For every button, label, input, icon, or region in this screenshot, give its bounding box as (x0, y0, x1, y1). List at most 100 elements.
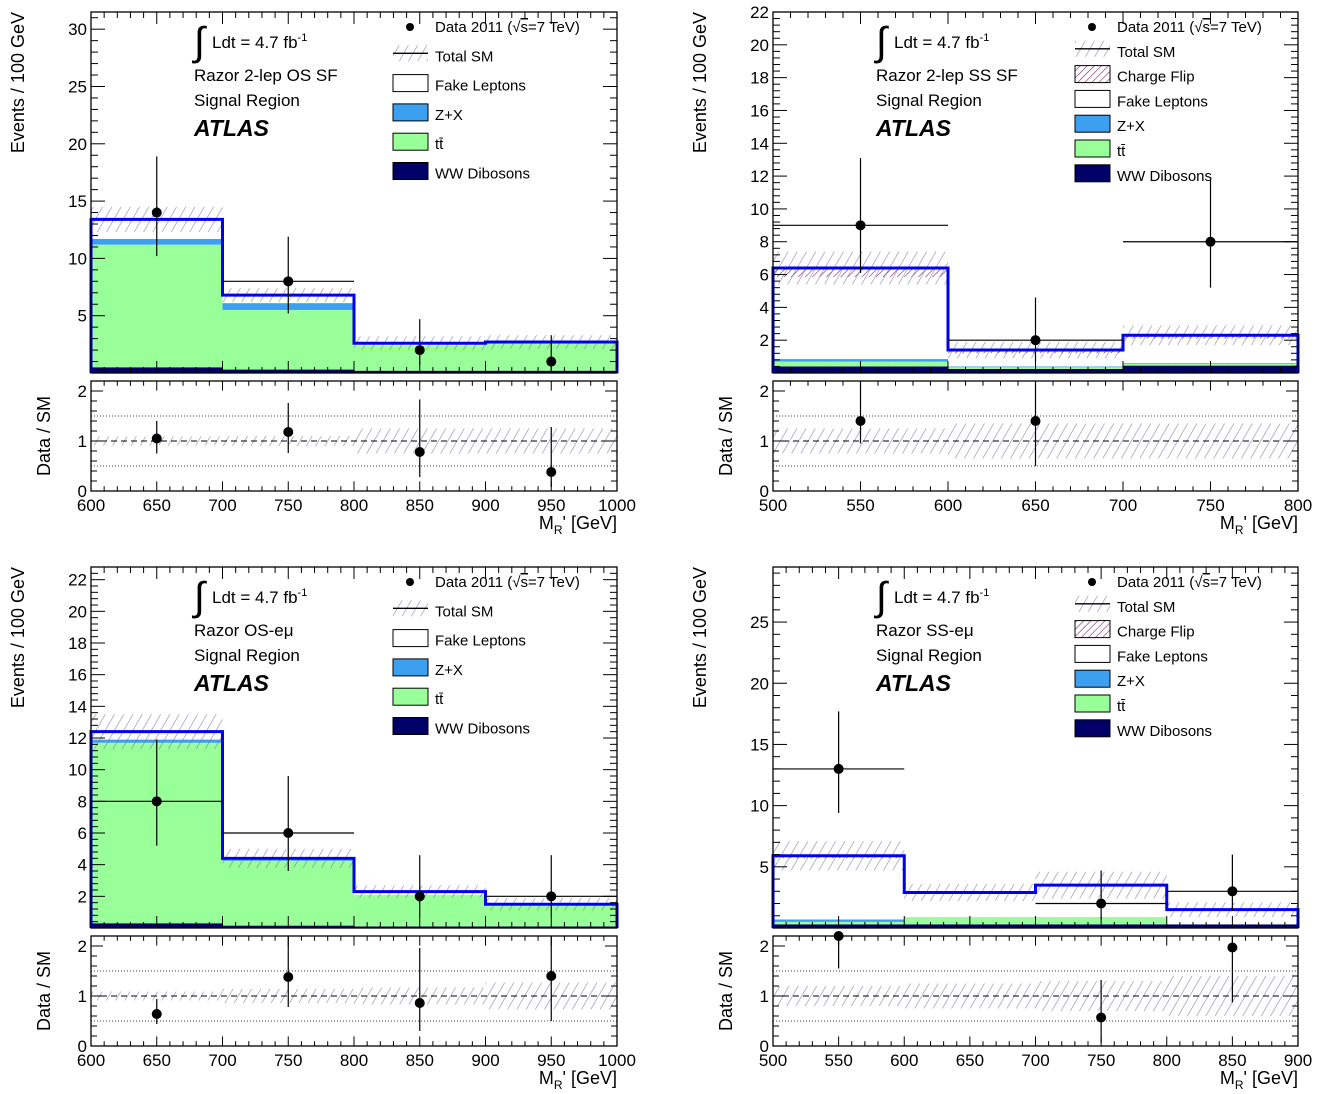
y-tick-label: 25 (68, 77, 87, 96)
luminosity-label: Ldt = 4.7 fb-1 (894, 587, 989, 607)
y-tick-label: 20 (750, 674, 769, 693)
legend-label: tt̄ (1117, 143, 1126, 160)
legend-swatch-zx (1074, 669, 1111, 688)
legend-entry-total: Total SM (1075, 40, 1175, 61)
y-tick-label: 12 (68, 729, 87, 748)
x-axis-title: MR' [GeV] (539, 513, 617, 537)
bar-fake-bin-1 (773, 277, 948, 360)
ratio-plot-frame (90, 380, 618, 492)
x-tick-label: 700 (208, 496, 236, 515)
legend-swatch-fake (392, 74, 429, 93)
legend-label: tt̄ (1117, 698, 1126, 715)
ratio-point (1030, 416, 1041, 426)
y-tick-label: 2 (760, 331, 769, 350)
legend-swatch-dibosons (1074, 164, 1111, 183)
legend-entry-dibosons: WW Dibosons (392, 717, 530, 738)
x-tick-label: 950 (537, 496, 565, 515)
legend-entry-ttbar: tt̄ (1074, 139, 1126, 160)
legend-entry-data: Data 2011 (√s=7 TeV) (406, 574, 580, 591)
legend-swatch-dibosons (1074, 719, 1111, 738)
x-tick-label: 750 (1087, 1051, 1115, 1070)
y-axis-title: Events / 100 GeV (8, 567, 28, 708)
data-point (414, 891, 425, 902)
legend-label: Z+X (435, 107, 463, 124)
x-tick-label: 1000 (598, 1051, 636, 1070)
legend-entry-ttbar: tt̄ (392, 687, 444, 708)
x-tick-label: 650 (956, 1051, 984, 1070)
legend-label: Z+X (435, 662, 463, 679)
ratio-y-axis-title: Data / SM (34, 396, 54, 476)
y-tick-label: 18 (750, 69, 769, 88)
legend-swatch-zx (1074, 114, 1111, 133)
ratio-y-tick-label: 0 (78, 482, 87, 501)
y-tick-label: 25 (750, 613, 769, 632)
legend-label: Fake Leptons (435, 78, 526, 95)
x-tick-label: 600 (77, 496, 105, 515)
legend-label: Fake Leptons (1117, 93, 1208, 110)
legend-entry-total: Total SM (1075, 595, 1175, 616)
legend: Data 2011 (√s=7 TeV) Total SM Charge Flip F… (1074, 19, 1262, 185)
legend-entry-fake: Fake Leptons (392, 629, 526, 650)
x-tick-label: 600 (77, 1051, 105, 1070)
ratio-point (855, 416, 866, 426)
legend-data-marker (1088, 23, 1096, 31)
data-point (1096, 898, 1107, 909)
data-point (151, 207, 162, 218)
data-point (151, 796, 162, 807)
legend-label: Fake Leptons (435, 633, 526, 650)
selection-label: Razor OS-eμ (194, 621, 294, 640)
data-point (1205, 236, 1216, 247)
legend-entry-data: Data 2011 (√s=7 TeV) (406, 19, 580, 36)
region-label: Signal Region (194, 646, 300, 665)
legend-label: Total SM (435, 603, 493, 620)
legend-label: WW Dibosons (435, 721, 530, 738)
x-tick-label: 650 (1021, 496, 1049, 515)
luminosity-label: Ldt = 4.7 fb-1 (212, 587, 307, 607)
y-tick-label: 30 (68, 20, 87, 39)
ratio-y-tick-label: 1 (760, 987, 769, 1006)
data-point (283, 276, 294, 287)
x-axis-title: MR' [GeV] (1220, 1068, 1298, 1092)
legend-swatch-fake (392, 629, 429, 648)
data-point (855, 220, 866, 231)
y-tick-label: 8 (760, 233, 769, 252)
ratio-plot-frame (772, 380, 1299, 492)
x-tick-label: 800 (340, 496, 368, 515)
y-tick-label: 20 (68, 602, 87, 621)
ratio-y-axis-title: Data / SM (716, 951, 736, 1031)
bar-ttbar-bin-2 (222, 860, 354, 926)
x-tick-label: 750 (274, 1051, 302, 1070)
y-tick-label: 22 (750, 3, 769, 22)
ratio-point (414, 447, 425, 457)
ratio-y-tick-label: 0 (78, 1037, 87, 1056)
legend-entry-total: Total SM (393, 45, 493, 65)
legend-label: Data 2011 (√s=7 TeV) (1117, 574, 1262, 591)
data-point (1030, 335, 1041, 346)
legend-label: Total SM (1117, 599, 1175, 616)
y-axis-title: Events / 100 GeV (8, 12, 28, 153)
y-tick-label: 16 (68, 666, 87, 685)
x-tick-label: 500 (759, 496, 787, 515)
x-tick-label: 850 (1218, 1051, 1246, 1070)
legend-label: WW Dibosons (1117, 168, 1212, 185)
bar-zx-bin-1 (773, 359, 948, 362)
x-axis-title: MR' [GeV] (1220, 513, 1298, 537)
legend-entry-zx: Z+X (392, 103, 463, 124)
legend-swatch-fake (1074, 644, 1111, 663)
y-tick-label: 6 (78, 824, 87, 843)
atlas-logo-text: ATLAS (875, 670, 952, 696)
y-tick-label: 8 (78, 792, 87, 811)
y-tick-label: 22 (68, 571, 87, 590)
y-tick-label: 14 (68, 697, 87, 716)
ratio-point (1227, 942, 1238, 953)
data-point (283, 828, 294, 838)
ratio-point (414, 998, 425, 1008)
y-tick-label: 15 (750, 735, 769, 754)
region-label: Signal Region (194, 91, 300, 110)
x-tick-label: 750 (274, 496, 302, 515)
legend-label: WW Dibosons (1117, 723, 1212, 740)
ratio-y-tick-label: 1 (760, 432, 769, 451)
legend-swatch-dibosons (392, 162, 429, 180)
legend-label: Fake Leptons (1117, 648, 1208, 665)
